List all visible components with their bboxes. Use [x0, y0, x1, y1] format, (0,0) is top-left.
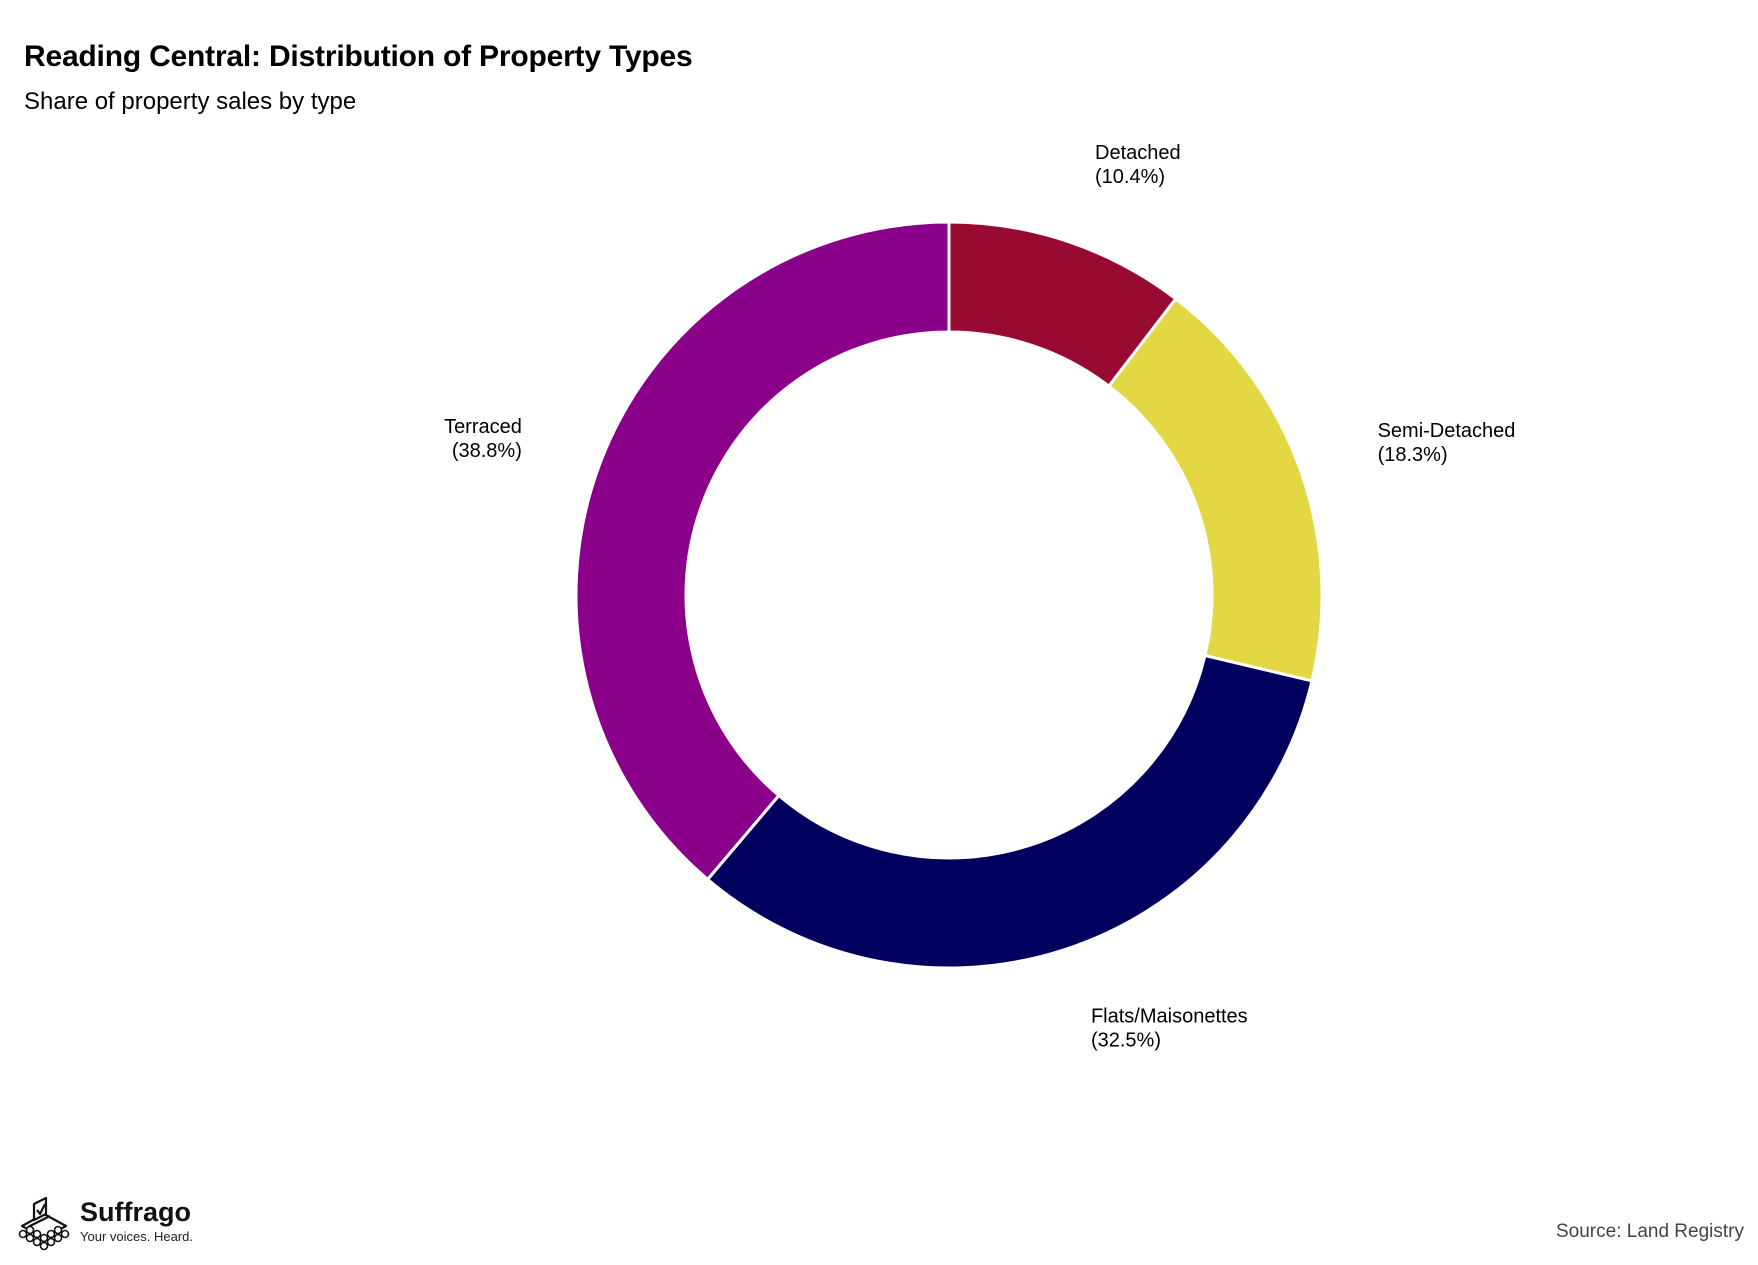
slice-label-flats-maisonettes: Flats/Maisonettes (32.5%) [1091, 1005, 1248, 1051]
slice-label-detached: Detached (10.4%) [1095, 142, 1181, 188]
slice-label-value: (18.3%) [1378, 444, 1448, 466]
slice-label-terraced: Terraced (38.8%) [444, 416, 522, 462]
donut-slices [574, 220, 1324, 970]
slice-label-name: Terraced [444, 416, 522, 438]
chart-title: Reading Central: Distribution of Propert… [24, 40, 693, 73]
slice-label-value: (32.5%) [1091, 1029, 1161, 1051]
slice-label-name: Flats/Maisonettes [1091, 1005, 1248, 1027]
brand-logo: Suffrago Your voices. Heard. [14, 1190, 193, 1252]
slice-semi-detached [1106, 296, 1324, 683]
chart-subtitle: Share of property sales by type [24, 88, 357, 115]
slice-labels: Detached (10.4%) Semi-Detached (18.3%) Flats… [444, 142, 1515, 1051]
slice-flats-maisonettes [705, 653, 1314, 970]
slice-label-name: Semi-Detached [1378, 420, 1516, 442]
logo-name: Suffrago [80, 1197, 191, 1227]
logo-tagline: Your voices. Heard. [80, 1229, 193, 1244]
ballot-box-icon [18, 1196, 70, 1251]
slice-label-semi-detached: Semi-Detached (18.3%) [1378, 420, 1516, 466]
slice-label-name: Detached [1095, 142, 1181, 164]
slice-label-value: (38.8%) [452, 440, 522, 462]
source-note: Source: Land Registry [1556, 1221, 1744, 1242]
slice-label-value: (10.4%) [1095, 166, 1165, 188]
slice-terraced [574, 220, 951, 882]
